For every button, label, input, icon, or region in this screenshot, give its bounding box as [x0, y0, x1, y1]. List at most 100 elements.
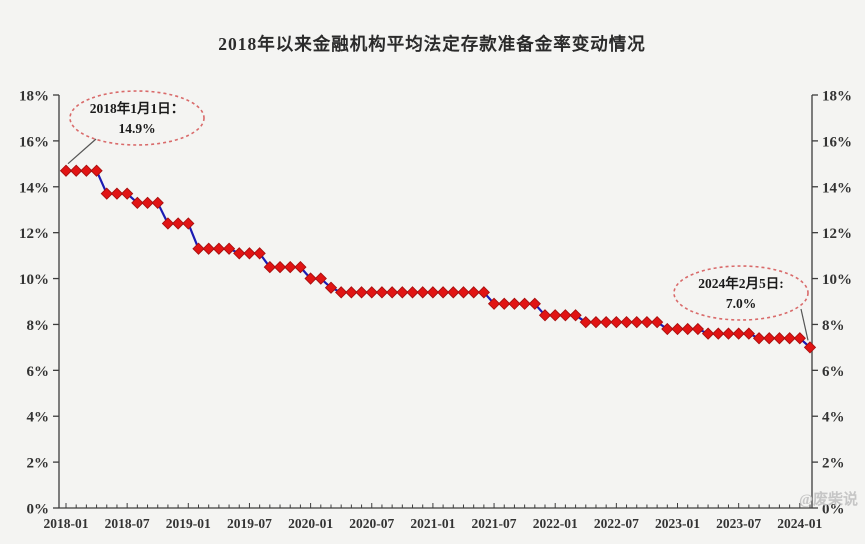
data-point-marker — [345, 286, 358, 299]
data-point-marker — [273, 260, 287, 274]
x-tick-label: 2019-07 — [227, 516, 272, 531]
data-point-marker — [518, 297, 531, 310]
data-point-marker — [304, 272, 317, 285]
y-tick-label-left: 16% — [19, 134, 49, 150]
y-tick-label-right: 12% — [822, 226, 852, 242]
y-tick-label-right: 10% — [822, 272, 852, 288]
data-point-marker — [691, 322, 705, 336]
data-point-marker — [650, 316, 664, 329]
data-point-marker — [202, 242, 215, 255]
data-point-marker — [386, 286, 399, 299]
y-tick-label-right: 16% — [822, 134, 852, 150]
data-point-marker — [243, 247, 256, 260]
data-point-marker — [90, 164, 103, 177]
chart-title: 2018年以来金融机构平均法定存款准备金率变动情况 — [218, 34, 646, 54]
data-point-marker — [436, 286, 450, 299]
axes — [58, 95, 813, 509]
annotation-ellipse — [69, 90, 205, 146]
data-point-marker — [406, 286, 419, 299]
data-point-marker — [70, 164, 83, 177]
y-tick-label-left: 8% — [27, 318, 50, 334]
data-point-marker — [763, 332, 776, 345]
data-point-marker — [620, 316, 633, 329]
data-point-marker — [600, 316, 613, 329]
y-ticks: 0% 0% 2% 2% 4% 4% 6% 6% 8% 8% 10% 10% 12% 12% 14% 14% 16… — [19, 89, 852, 518]
y-tick-label-left: 10% — [19, 272, 49, 288]
data-point-marker — [569, 309, 582, 322]
x-tick-label: 2022-01 — [533, 516, 578, 531]
x-tick-label: 2023-01 — [655, 516, 700, 531]
y-tick-label-left: 6% — [27, 364, 50, 380]
y-tick-label-left: 2% — [27, 456, 50, 472]
data-point-marker — [294, 260, 307, 274]
data-point-marker — [324, 281, 338, 294]
data-point-marker — [773, 332, 786, 345]
annotation-ellipse — [673, 265, 809, 321]
data-point-marker — [222, 242, 236, 255]
y-tick-label-right: 0% — [822, 502, 845, 518]
data-point-marker — [233, 247, 246, 260]
annotation-callout: 2018年1月1日： 14.9% — [67, 90, 205, 165]
data-point-marker — [171, 217, 185, 230]
data-point-marker — [559, 309, 572, 322]
annotation-text-value: 7.0% — [726, 296, 756, 311]
data-point-marker — [192, 242, 205, 255]
watermark: @废柴说 — [799, 490, 858, 508]
data-point-marker — [457, 286, 470, 299]
data-point-marker — [732, 327, 745, 340]
data-point-marker — [416, 286, 429, 299]
y-tick-label-left: 12% — [19, 226, 49, 242]
x-tick-label: 2024-01 — [777, 516, 822, 531]
data-point-marker — [121, 187, 134, 200]
data-point-marker — [426, 286, 440, 299]
data-point-marker — [508, 297, 521, 310]
callout-line — [67, 138, 97, 165]
data-point-marker — [284, 260, 297, 274]
x-tick-label: 2019-01 — [166, 516, 211, 531]
data-point-marker — [477, 286, 490, 299]
y-tick-label-left: 18% — [19, 89, 49, 105]
data-point-marker — [630, 316, 643, 329]
data-point-marker — [661, 322, 674, 336]
y-tick-label-right: 6% — [822, 364, 845, 380]
data-point-marker — [263, 260, 276, 274]
x-tick-label: 2022-07 — [594, 516, 639, 531]
data-point-marker — [467, 286, 480, 299]
data-point-marker — [671, 322, 684, 336]
annotation-callout: 2024年2月5日: 7.0% — [673, 265, 809, 341]
data-point-marker — [161, 217, 175, 230]
x-tick-label: 2021-07 — [472, 516, 517, 531]
data-point-marker — [141, 196, 154, 209]
data-point-marker — [212, 242, 226, 255]
data-point-marker — [498, 297, 511, 310]
x-tick-label: 2018-07 — [105, 516, 150, 531]
data-point-marker — [701, 327, 715, 340]
data-point-marker — [335, 286, 348, 299]
annotation-text-value: 14.9% — [118, 121, 155, 136]
data-point-marker — [610, 316, 623, 329]
y-tick-label-right: 8% — [822, 318, 845, 334]
data-point-marker — [803, 341, 817, 354]
y-tick-label-right: 2% — [822, 456, 845, 472]
y-tick-label-left: 4% — [27, 410, 50, 426]
callout-line — [800, 308, 809, 341]
data-point-marker — [752, 332, 766, 345]
y-tick-label-right: 14% — [822, 180, 852, 196]
x-ticks: 2018-01 2018-07 2019-01 2019-07 2020-01 2020-… — [44, 503, 823, 531]
y-tick-label-right: 4% — [822, 410, 845, 426]
data-point-marker — [253, 247, 266, 260]
data-point-marker — [182, 217, 195, 230]
data-point-marker — [131, 196, 144, 209]
data-point-marker — [110, 187, 124, 200]
data-point-marker — [712, 327, 725, 340]
data-point-marker — [365, 286, 378, 299]
data-point-marker — [742, 327, 755, 340]
data-point-marker — [100, 187, 113, 200]
data-point-marker — [681, 322, 694, 336]
data-point-markers — [59, 164, 817, 354]
data-point-marker — [59, 164, 73, 177]
data-point-marker — [355, 286, 368, 299]
